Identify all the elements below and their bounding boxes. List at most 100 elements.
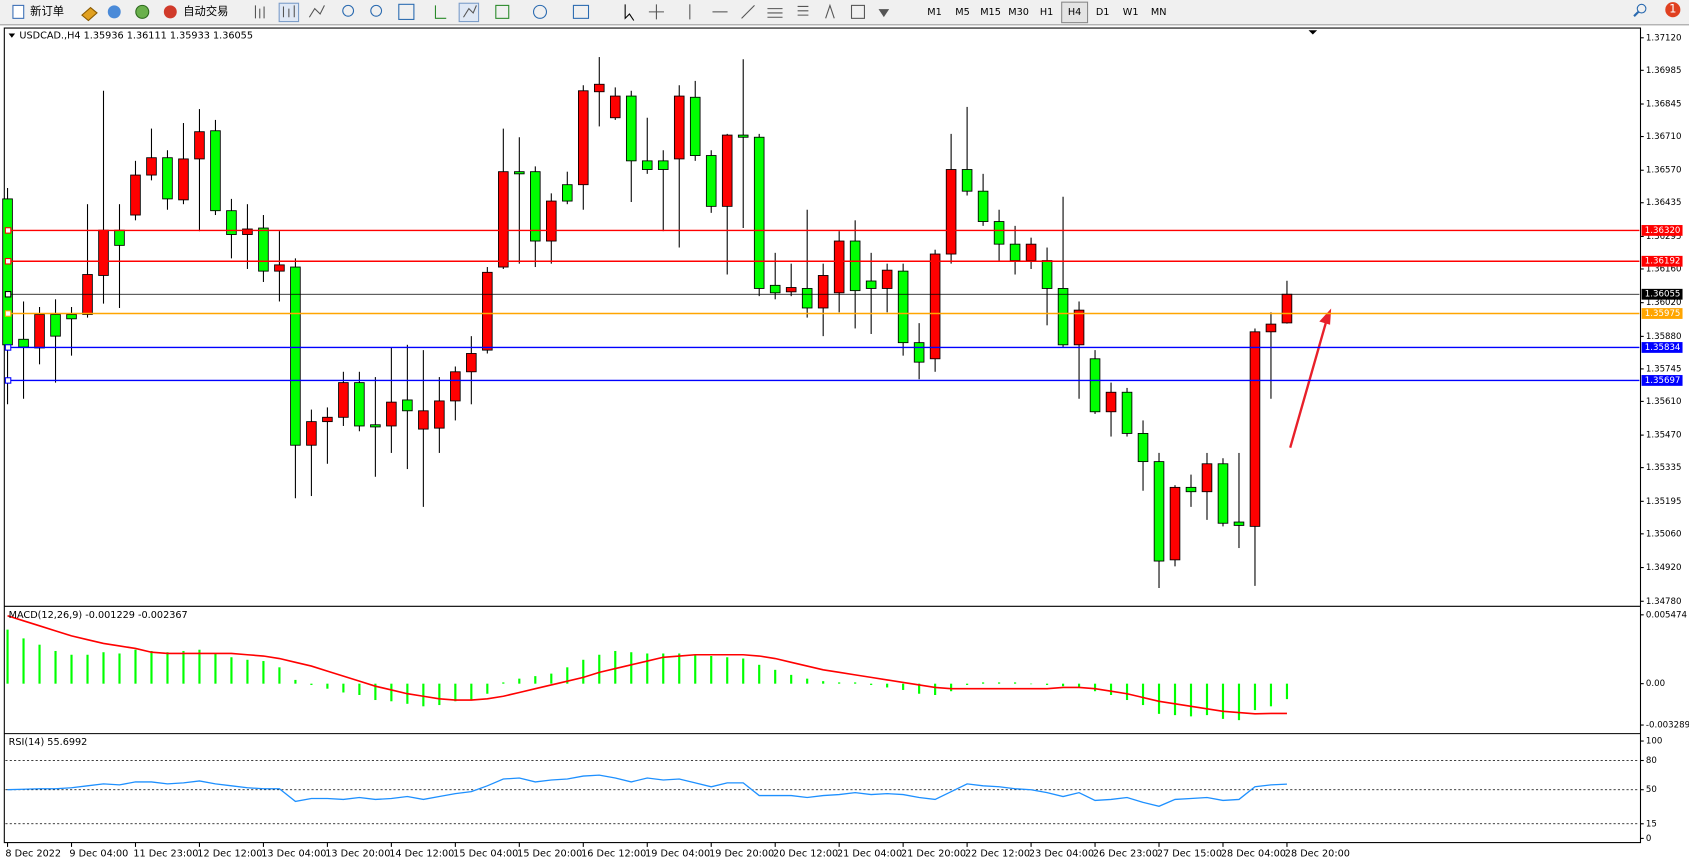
- macd-bar: [1173, 683, 1177, 716]
- icon[interactable]: [878, 9, 890, 18]
- candle-body: [402, 399, 413, 412]
- candle-body: [258, 227, 269, 272]
- icon[interactable]: [398, 3, 415, 20]
- new-order-button[interactable]: 新订单: [12, 4, 64, 19]
- timeframe-label: M15: [980, 7, 1001, 18]
- macd-bar: [614, 650, 617, 684]
- timeframe-button[interactable]: M30: [1008, 7, 1029, 18]
- icon[interactable]: [81, 6, 98, 22]
- timeframe-button[interactable]: D1: [1096, 7, 1110, 18]
- candle-body: [609, 95, 621, 119]
- macd-bar: [902, 683, 905, 690]
- macd-bar: [1077, 683, 1081, 688]
- candle: [593, 57, 605, 127]
- candle: [881, 263, 893, 313]
- timeframe-label: H1: [1040, 7, 1053, 18]
- candle-body: [1089, 358, 1101, 413]
- candle-body: [769, 284, 781, 294]
- macd-bar: [214, 653, 217, 684]
- macd-bar: [630, 652, 633, 684]
- candle: [1057, 196, 1069, 347]
- icon[interactable]: [1633, 11, 1640, 17]
- timeframe-button[interactable]: M15: [980, 7, 1001, 18]
- macd-bar: [710, 656, 713, 684]
- timeframe-label: W1: [1123, 7, 1139, 18]
- candle-body: [1265, 323, 1277, 333]
- macd-bar: [70, 654, 73, 684]
- timeframe-button[interactable]: H4: [1061, 1, 1089, 24]
- icon[interactable]: [254, 5, 265, 19]
- timeframe-button[interactable]: H1: [1040, 7, 1053, 18]
- candle-body: [897, 270, 909, 344]
- candle-body: [322, 416, 333, 423]
- signal-line: [7, 614, 1287, 715]
- icon[interactable]: [741, 5, 755, 19]
- timeframe-label: M5: [955, 7, 970, 18]
- y-tick-label: 15: [1646, 819, 1657, 829]
- timeframe-button[interactable]: MN: [1151, 7, 1167, 18]
- candle-body: [1233, 521, 1245, 526]
- x-tick-label: 21 Dec 04:00: [837, 848, 902, 859]
- x-tick-label: 8 Dec 2022: [5, 848, 61, 859]
- icon[interactable]: [370, 4, 383, 17]
- candle-body: [290, 266, 301, 446]
- x-tick-label: 19 Dec 04:00: [645, 848, 710, 859]
- macd-bar: [390, 683, 393, 702]
- panel-title: USDCAD.,H4 1.35936 1.36111 1.35933 1.360…: [19, 31, 253, 42]
- icon[interactable]: [648, 4, 664, 20]
- candle-body: [370, 424, 381, 428]
- icon[interactable]: [282, 5, 295, 18]
- macd-bar: [982, 682, 985, 684]
- macd-bar: [150, 650, 153, 684]
- level-label-bg: [1641, 288, 1683, 300]
- level-handle: [4, 258, 12, 265]
- x-tick-label: 15 Dec 04:00: [453, 848, 518, 859]
- y-tick-label: 1.36570: [1646, 166, 1682, 176]
- timeframe-button[interactable]: W1: [1123, 7, 1139, 18]
- icon[interactable]: [342, 4, 355, 17]
- auto-trading-button[interactable]: 自动交易: [163, 4, 229, 19]
- timeframe-button[interactable]: M5: [955, 7, 970, 18]
- icon[interactable]: [463, 5, 477, 18]
- macd-bar: [950, 683, 953, 692]
- candle-body: [162, 157, 173, 200]
- x-tick-label: 9 Dec 04:00: [69, 848, 128, 859]
- macd-bar: [1157, 683, 1161, 714]
- macd-bar: [790, 674, 793, 684]
- y-tick-label: 1.35470: [1646, 431, 1682, 441]
- icon[interactable]: [767, 8, 783, 18]
- x-tick-label: 22 Dec 12:00: [965, 848, 1030, 859]
- macd-bar: [470, 683, 473, 701]
- candle-body: [1073, 309, 1085, 346]
- icon[interactable]: [532, 4, 548, 19]
- candle-body: [801, 288, 813, 309]
- icon[interactable]: [624, 4, 635, 21]
- icon[interactable]: [308, 5, 325, 18]
- icon[interactable]: [495, 4, 510, 19]
- y-tick-label: 80: [1646, 756, 1657, 766]
- notifications[interactable]: 1: [1665, 2, 1681, 18]
- icon[interactable]: [107, 5, 121, 19]
- icon[interactable]: [825, 3, 835, 19]
- candle-body: [546, 200, 557, 242]
- candle-body: [210, 130, 221, 212]
- icon[interactable]: [572, 4, 590, 19]
- icon[interactable]: [1636, 3, 1647, 14]
- candle: [370, 377, 381, 477]
- candle: [1121, 387, 1133, 437]
- candle-body: [1217, 463, 1229, 524]
- candle: [1009, 225, 1021, 275]
- candle-body: [418, 410, 429, 430]
- candle-body: [993, 221, 1005, 245]
- icon[interactable]: [797, 5, 809, 16]
- icon[interactable]: [434, 5, 447, 19]
- icon[interactable]: [850, 4, 865, 19]
- candle-body: [498, 171, 509, 268]
- candle-body: [66, 314, 77, 320]
- icon[interactable]: [135, 4, 150, 19]
- candle: [673, 85, 685, 248]
- candle: [929, 249, 941, 372]
- timeframe-button[interactable]: M1: [927, 7, 942, 18]
- x-tick-label: 14 Dec 12:00: [389, 848, 454, 859]
